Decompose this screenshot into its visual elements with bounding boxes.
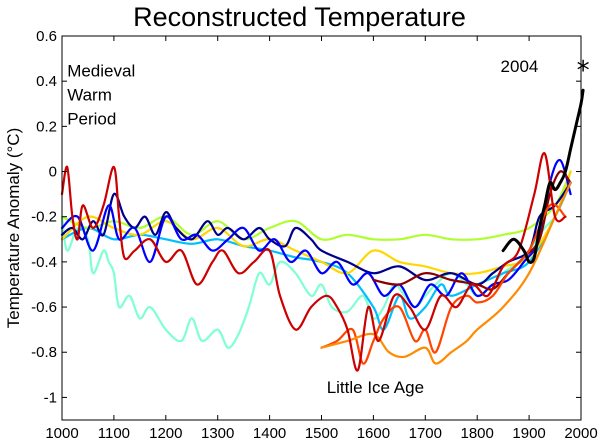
annotation-text-0-1: Warm <box>67 86 112 105</box>
series-line-7 <box>320 203 567 365</box>
x-tick-label: 2000 <box>564 425 597 442</box>
x-tick-label: 1400 <box>253 425 286 442</box>
series-line-9 <box>60 152 567 372</box>
x-tick-label: 1800 <box>461 425 494 442</box>
annotations-layer: Medieval Warm Period Little Ice Age 2004 * <box>67 56 589 397</box>
x-tick-label: 1500 <box>305 425 338 442</box>
annotation-text-2-0: 2004 <box>501 57 539 76</box>
annotation-text-0-2: Period <box>67 110 116 129</box>
x-tick-label: 1100 <box>98 425 130 442</box>
y-tick-label: -1 <box>44 389 57 406</box>
y-tick-label: 0.4 <box>36 73 57 90</box>
x-tick-label: 1600 <box>357 425 390 442</box>
y-tick-label: -0.6 <box>31 299 57 316</box>
asterisk-marker-icon: * <box>577 56 590 86</box>
x-tick-label: 1200 <box>149 425 182 442</box>
series-line-4 <box>60 181 572 286</box>
x-tick-label: 1000 <box>45 425 78 442</box>
series-line-1 <box>60 181 572 331</box>
ticks-layer: 1000 1100 1200 1300 1400 1500 1600 1700 1800 1900… <box>31 28 598 442</box>
y-tick-label: 0.6 <box>36 28 57 45</box>
series-line-10 <box>501 88 585 264</box>
series-line-2 <box>60 170 572 241</box>
series-line-5 <box>60 159 572 309</box>
annotation-text-0-0: Medieval <box>67 62 135 81</box>
series-layer <box>60 88 585 372</box>
series-line-6 <box>372 170 572 291</box>
series-line-3 <box>60 170 572 276</box>
y-tick-label: -0.4 <box>31 254 57 271</box>
y-tick-label: -0.2 <box>31 209 57 226</box>
x-tick-label: 1900 <box>512 425 545 442</box>
x-tick-label: 1300 <box>201 425 234 442</box>
y-tick-label: 0 <box>49 164 57 181</box>
y-tick-label: -0.8 <box>31 344 57 361</box>
chart-title: Reconstructed Temperature <box>133 2 466 32</box>
annotation-text-1-0: Little Ice Age <box>327 378 424 397</box>
y-tick-label: 0.2 <box>36 118 57 135</box>
x-tick-label: 1700 <box>409 425 442 442</box>
